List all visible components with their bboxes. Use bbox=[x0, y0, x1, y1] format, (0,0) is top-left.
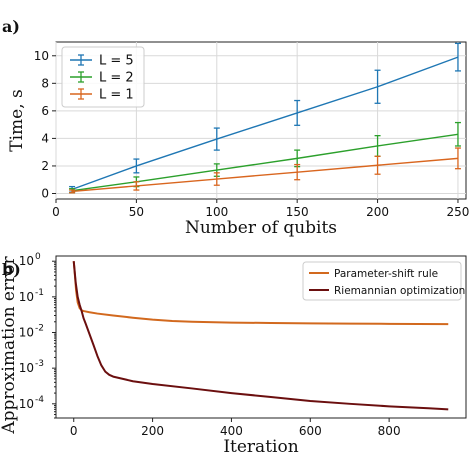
x-tick-label: 600 bbox=[299, 424, 322, 438]
y-tick-label: 10 bbox=[34, 49, 49, 63]
y-tick-label: 6 bbox=[41, 104, 49, 118]
legend-label: Parameter-shift rule bbox=[334, 268, 438, 280]
legend-entry: Riemannian optimization bbox=[309, 285, 465, 297]
y-tick-label: 10 bbox=[19, 397, 34, 411]
panel-b-series bbox=[72, 261, 449, 411]
x-tick-label: 0 bbox=[70, 424, 78, 438]
x-tick-label: 100 bbox=[205, 205, 228, 219]
legend-label: L = 2 bbox=[99, 71, 134, 86]
error-bar bbox=[133, 181, 140, 191]
legend-entry: L = 1 bbox=[70, 88, 134, 103]
y-tick-label: 2 bbox=[41, 159, 49, 173]
series-3 bbox=[69, 147, 461, 194]
y-tick-label: 0 bbox=[41, 186, 49, 200]
legend-label: Riemannian optimization bbox=[334, 285, 465, 297]
legend-box bbox=[61, 46, 145, 108]
legend-label: L = 1 bbox=[99, 88, 134, 103]
series-2-line bbox=[72, 261, 449, 411]
y-tick-label: 10 bbox=[19, 326, 34, 340]
panel-a-y-ticks: 0 2 4 6 8 10 bbox=[34, 49, 56, 200]
panel-a: a) 0 50 100 150 200 250 0 2 4 6 8 10 Number of qub… bbox=[2, 17, 469, 238]
error-bar bbox=[454, 147, 461, 170]
panel-b-x-axis-label: Iteration bbox=[223, 437, 298, 457]
y-tick-exponent: -1 bbox=[35, 288, 44, 298]
x-tick-label: 250 bbox=[447, 205, 470, 219]
y-tick-label: 4 bbox=[41, 131, 49, 145]
x-tick-label: 200 bbox=[366, 205, 389, 219]
panel-b-legend: Parameter-shift rule Riemannian optimizat… bbox=[302, 261, 465, 301]
panel-b-label: b) bbox=[2, 260, 21, 279]
y-tick-label: 10 bbox=[19, 290, 34, 304]
y-tick-label: 8 bbox=[41, 76, 49, 90]
legend-entry: Parameter-shift rule bbox=[309, 268, 438, 280]
y-tick-label: 10 bbox=[19, 361, 34, 375]
y-tick-exponent: 0 bbox=[35, 252, 41, 262]
series-1 bbox=[69, 42, 461, 193]
panel-a-x-axis-label: Number of qubits bbox=[185, 218, 337, 238]
series-line bbox=[71, 56, 459, 191]
panel-a-y-axis-label: Time, s bbox=[7, 89, 27, 152]
x-tick-label: 400 bbox=[220, 424, 243, 438]
error-bar bbox=[374, 155, 381, 175]
legend-box bbox=[302, 261, 462, 301]
x-tick-label: 50 bbox=[129, 205, 144, 219]
y-tick-label: 10 bbox=[19, 254, 34, 268]
error-bar bbox=[133, 158, 140, 174]
error-bar bbox=[213, 172, 220, 186]
panel-a-series bbox=[69, 42, 461, 194]
y-tick-exponent: -4 bbox=[35, 395, 44, 405]
error-bar bbox=[294, 99, 301, 126]
series-line bbox=[71, 133, 459, 192]
panel-a-legend: L = 5 L = 2 L = 1 bbox=[61, 46, 145, 108]
panel-b-y-axis-label: Approximation error bbox=[0, 256, 19, 435]
error-bar bbox=[454, 42, 461, 72]
x-tick-label: 800 bbox=[378, 424, 401, 438]
panel-b-x-ticks: 0 200 400 600 800 bbox=[70, 418, 401, 438]
series-2 bbox=[69, 121, 461, 194]
legend-label: L = 5 bbox=[99, 54, 134, 69]
error-bar bbox=[454, 121, 461, 147]
panel-a-label: a) bbox=[2, 17, 20, 36]
y-tick-exponent: -3 bbox=[35, 359, 44, 369]
error-bar bbox=[69, 189, 76, 194]
error-bar bbox=[294, 163, 301, 181]
legend-entry: L = 5 bbox=[70, 54, 134, 69]
error-bar bbox=[374, 69, 381, 104]
series-1-line bbox=[72, 261, 449, 326]
x-tick-label: 200 bbox=[141, 424, 164, 438]
panel-b-plot-area bbox=[55, 255, 467, 419]
x-tick-label: 150 bbox=[286, 205, 309, 219]
panel-a-x-ticks: 0 50 100 150 200 250 bbox=[52, 199, 469, 219]
series-line bbox=[72, 157, 459, 193]
legend-entry: L = 2 bbox=[70, 71, 134, 86]
error-bar bbox=[213, 127, 220, 151]
x-tick-label: 0 bbox=[52, 205, 60, 219]
y-tick-exponent: -2 bbox=[35, 324, 44, 334]
